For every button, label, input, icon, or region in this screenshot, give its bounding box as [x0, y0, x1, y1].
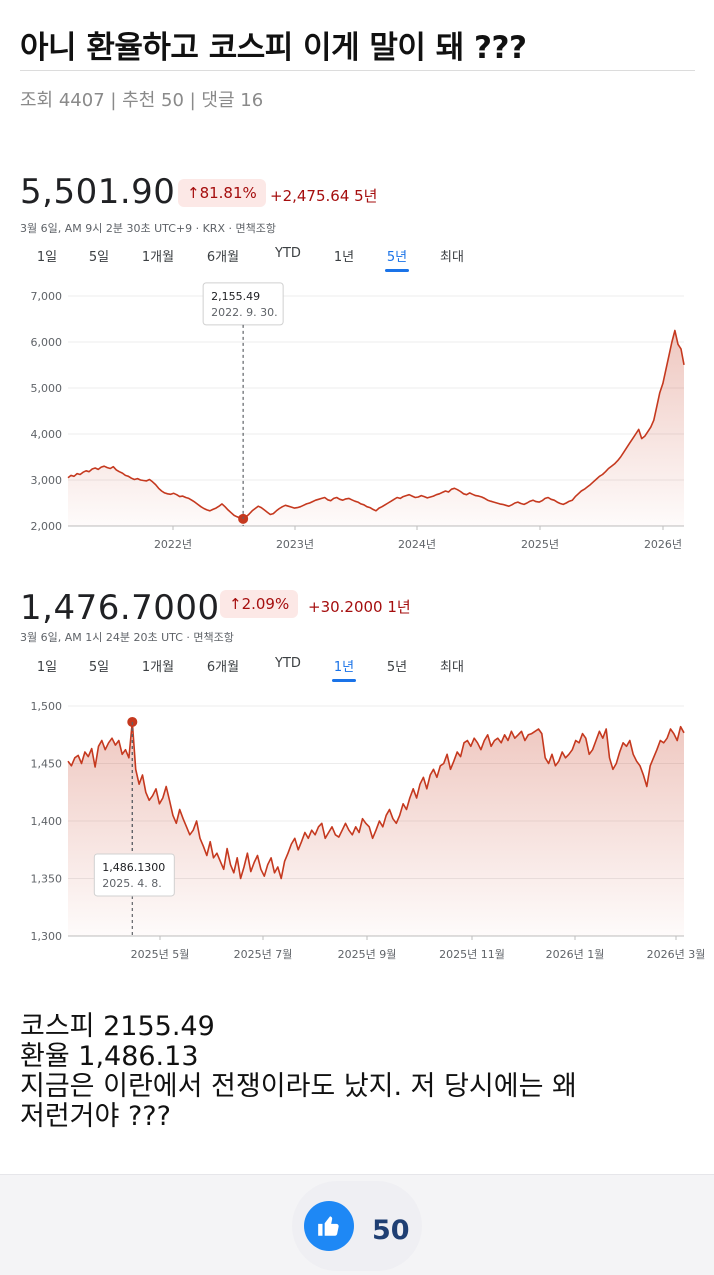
thumbs-up-icon: [304, 1201, 354, 1251]
range-tab-5y[interactable]: 5년: [386, 660, 408, 675]
chart-tooltip: 1,486.1300 2025. 4. 8.: [93, 853, 175, 897]
range-tab-max[interactable]: 최대: [440, 250, 464, 265]
title-divider: [20, 70, 695, 71]
x-tick-label: 2025년 7월: [234, 948, 293, 961]
x-tick-label: 2024년: [398, 538, 436, 551]
range-tab-ytd[interactable]: YTD: [275, 246, 301, 261]
y-tick-label: 2,000: [31, 520, 63, 533]
range-tab-5d[interactable]: 5일: [88, 660, 110, 675]
body-line: 저런거야 ???: [20, 1101, 171, 1132]
kospi-timestamp: 3월 6일, AM 9시 2분 30초 UTC+9 · KRX · 면책조항: [20, 222, 276, 235]
tooltip-value: 1,486.1300: [102, 861, 165, 874]
post-meta: 조회 4407 | 추천 50 | 댓글 16: [20, 90, 264, 111]
x-tick-label: 2026년 1월: [546, 948, 605, 961]
body-line: 환율 1,486.13: [20, 1041, 199, 1072]
fx-range-tabs: 1일 5일 1개월 6개월 YTD 1년 5년 최대: [24, 656, 480, 675]
y-tick-label: 3,000: [31, 474, 63, 487]
fx-chart: 1,500 1,450 1,400 1,350 1,300 2025년 5월 2025년 7…: [31, 700, 706, 961]
kospi-change-amount: +2,475.64 5년: [270, 187, 378, 205]
y-tick-label: 1,500: [31, 700, 63, 713]
chart-tooltip: 2,155.49 2022. 9. 30.: [202, 282, 284, 326]
kospi-change-badge: ↑81.81%: [178, 179, 266, 207]
range-tab-1d[interactable]: 1일: [36, 250, 58, 265]
series-area: [68, 722, 684, 936]
fx-change-pct: ↑2.09%: [229, 595, 290, 613]
y-tick-label: 1,300: [31, 930, 63, 943]
highlight-point[interactable]: [238, 513, 249, 524]
post-title: 아니 환율하고 코스피 이게 말이 돼 ???: [20, 30, 527, 66]
x-tick-label: 2023년: [276, 538, 314, 551]
kospi-price: 5,501.90: [20, 172, 176, 212]
post-body: 코스피 2155.49 환율 1,486.13 지금은 이란에서 전쟁이라도 났…: [20, 1012, 577, 1132]
body-line: 지금은 이란에서 전쟁이라도 났지. 저 당시에는 왜: [20, 1071, 577, 1102]
footer-bar: 50: [0, 1174, 714, 1275]
y-tick-label: 6,000: [31, 336, 63, 349]
range-tab-ytd[interactable]: YTD: [275, 656, 301, 671]
x-tick-label: 2022년: [154, 538, 192, 551]
range-tab-1m[interactable]: 1개월: [141, 660, 175, 675]
fx-change-badge: ↑2.09%: [220, 590, 299, 618]
range-tab-6m[interactable]: 6개월: [206, 660, 240, 675]
range-tab-5y[interactable]: 5년: [370, 246, 424, 265]
like-count: 50: [372, 1215, 410, 1246]
x-tick-label: 2025년 11월: [439, 948, 505, 961]
x-tick-label: 2025년 5월: [131, 948, 190, 961]
series-area: [68, 330, 684, 526]
range-tab-1y[interactable]: 1년: [318, 656, 370, 675]
fx-timestamp: 3월 6일, AM 1시 24분 20초 UTC · 면책조항: [20, 631, 234, 644]
stock-quote-image: 5,501.90 ↑81.81% +2,475.64 5년 3월 6일, AM …: [0, 140, 714, 980]
kospi-chart: 7,000 6,000 5,000 4,000 3,000 2,000 2022년 2023년…: [31, 282, 685, 551]
y-tick-label: 5,000: [31, 382, 63, 395]
x-tick-label: 2025년: [521, 538, 559, 551]
y-tick-label: 4,000: [31, 428, 63, 441]
tooltip-box: [93, 853, 175, 897]
y-tick-label: 1,450: [31, 758, 63, 771]
range-tab-6m[interactable]: 6개월: [206, 250, 240, 265]
range-tab-max[interactable]: 최대: [440, 660, 464, 675]
tooltip-box: [202, 282, 284, 326]
y-tick-label: 1,400: [31, 815, 63, 828]
tooltip-value: 2,155.49: [211, 290, 260, 303]
like-button[interactable]: 50: [292, 1181, 422, 1271]
x-tick-label: 2025년 9월: [338, 948, 397, 961]
kospi-change-pct: ↑81.81%: [187, 184, 257, 202]
range-tab-1d[interactable]: 1일: [36, 660, 58, 675]
series-line: [67, 329, 685, 520]
y-tick-label: 7,000: [31, 290, 63, 303]
x-tick-label: 2026년: [644, 538, 682, 551]
tooltip-date: 2025. 4. 8.: [102, 877, 161, 890]
fx-change-amount: +30.2000 1년: [308, 598, 411, 616]
kospi-range-tabs: 1일 5일 1개월 6개월 YTD 1년 5년 최대: [24, 246, 480, 265]
body-line: 코스피 2155.49: [20, 1011, 215, 1042]
tooltip-date: 2022. 9. 30.: [211, 306, 277, 319]
x-tick-label: 2026년 3월: [647, 948, 706, 961]
range-tab-5d[interactable]: 5일: [88, 250, 110, 265]
range-tab-1m[interactable]: 1개월: [141, 250, 175, 265]
series-line: [67, 721, 685, 880]
range-tab-1y[interactable]: 1년: [333, 250, 355, 265]
y-tick-label: 1,350: [31, 873, 63, 886]
fx-price: 1,476.7000: [20, 588, 220, 628]
